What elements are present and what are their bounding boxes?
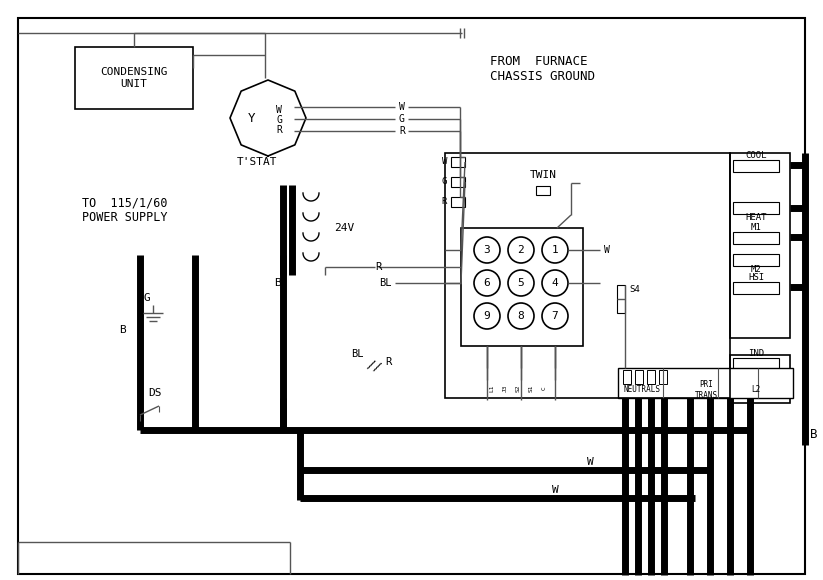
Text: M2: M2 bbox=[751, 266, 761, 274]
Text: R: R bbox=[385, 357, 391, 367]
Bar bbox=[451, 177, 465, 187]
Text: L2: L2 bbox=[751, 386, 760, 394]
Bar bbox=[461, 228, 583, 346]
Text: M1: M1 bbox=[751, 223, 761, 233]
Text: COOL: COOL bbox=[746, 151, 767, 161]
Text: 4: 4 bbox=[551, 278, 558, 288]
Text: W: W bbox=[276, 105, 282, 115]
Bar bbox=[733, 282, 779, 294]
Bar bbox=[647, 370, 655, 384]
Text: 24V: 24V bbox=[334, 223, 354, 233]
Text: R: R bbox=[399, 126, 405, 136]
Text: 5: 5 bbox=[518, 278, 524, 288]
Bar bbox=[659, 370, 667, 384]
Text: FROM  FURNACE
CHASSIS GROUND: FROM FURNACE CHASSIS GROUND bbox=[490, 55, 595, 83]
Text: B: B bbox=[275, 278, 281, 288]
Bar bbox=[75, 47, 193, 109]
Bar bbox=[617, 285, 625, 313]
Text: L1: L1 bbox=[490, 384, 495, 392]
Text: 7: 7 bbox=[551, 311, 558, 321]
Bar bbox=[733, 358, 779, 370]
Text: 1: 1 bbox=[551, 245, 558, 255]
Bar bbox=[451, 157, 465, 167]
Text: S4: S4 bbox=[629, 285, 639, 295]
Bar bbox=[733, 160, 779, 172]
Text: 2: 2 bbox=[518, 245, 524, 255]
Text: S2: S2 bbox=[515, 384, 520, 392]
Text: R: R bbox=[276, 125, 282, 135]
Text: 8: 8 bbox=[518, 311, 524, 321]
Text: C: C bbox=[542, 386, 546, 390]
Bar bbox=[733, 232, 779, 244]
Bar bbox=[730, 153, 790, 338]
Text: 6: 6 bbox=[484, 278, 491, 288]
Text: HEAT: HEAT bbox=[746, 213, 767, 223]
Text: TWIN: TWIN bbox=[529, 170, 556, 180]
Bar bbox=[623, 370, 631, 384]
Text: //: // bbox=[365, 357, 384, 375]
Text: R: R bbox=[375, 262, 381, 272]
Bar bbox=[733, 254, 779, 266]
Text: J3: J3 bbox=[503, 384, 508, 392]
Text: W: W bbox=[604, 245, 610, 255]
Text: T'STAT: T'STAT bbox=[237, 157, 277, 167]
Bar bbox=[451, 197, 465, 207]
Text: NEUTRALS: NEUTRALS bbox=[624, 386, 661, 394]
Bar bbox=[730, 355, 790, 403]
Bar bbox=[733, 202, 779, 214]
Text: W: W bbox=[551, 485, 558, 495]
Text: G: G bbox=[399, 114, 405, 124]
Text: G: G bbox=[442, 177, 447, 187]
Bar bbox=[618, 368, 793, 398]
Text: Y: Y bbox=[249, 111, 256, 125]
Bar bbox=[445, 153, 730, 398]
Text: 3: 3 bbox=[484, 245, 491, 255]
Text: B: B bbox=[810, 427, 817, 440]
Bar bbox=[635, 370, 643, 384]
Text: BL: BL bbox=[379, 278, 392, 288]
Text: 9: 9 bbox=[484, 311, 491, 321]
Text: TO  115/1/60
POWER SUPPLY: TO 115/1/60 POWER SUPPLY bbox=[82, 196, 168, 224]
Text: HSI: HSI bbox=[748, 274, 764, 282]
Text: G: G bbox=[276, 115, 282, 125]
Text: PRI
TRANS: PRI TRANS bbox=[695, 380, 718, 400]
Text: DS: DS bbox=[148, 388, 161, 398]
Text: CONDENSING
UNIT: CONDENSING UNIT bbox=[100, 67, 168, 89]
Text: B: B bbox=[119, 325, 127, 335]
Text: S1: S1 bbox=[528, 384, 533, 392]
Text: G: G bbox=[143, 293, 150, 303]
Text: W: W bbox=[442, 158, 447, 166]
Text: W: W bbox=[399, 102, 405, 112]
Text: R: R bbox=[442, 198, 447, 206]
Text: IND: IND bbox=[748, 350, 764, 358]
Bar bbox=[536, 186, 550, 195]
Text: W: W bbox=[587, 457, 593, 467]
Text: BL: BL bbox=[351, 349, 364, 359]
